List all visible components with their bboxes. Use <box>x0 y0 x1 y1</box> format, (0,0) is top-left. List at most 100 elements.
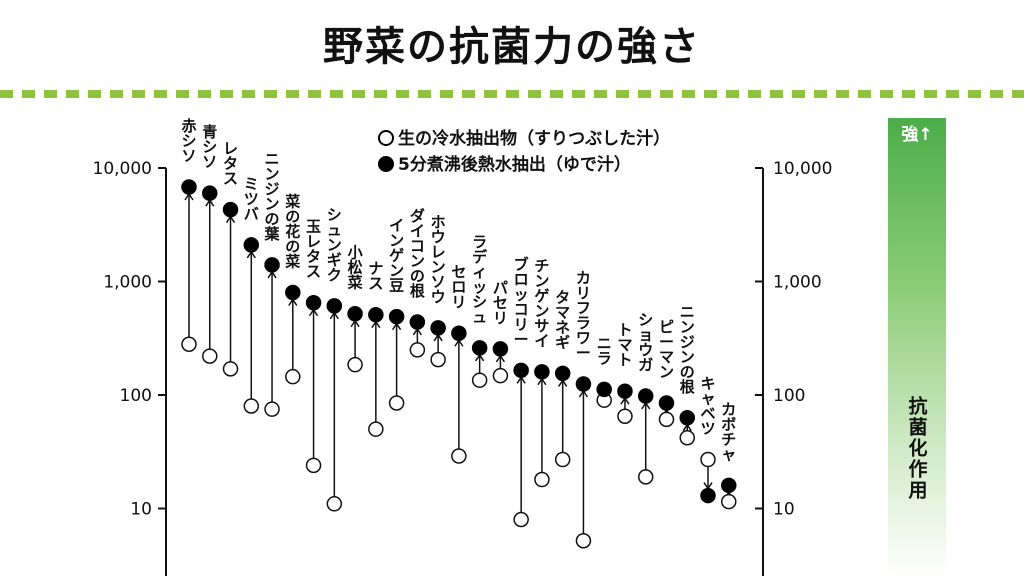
boiled-point <box>347 305 363 322</box>
raw-point <box>368 421 384 437</box>
vegetable-label: カボチャ <box>721 400 736 463</box>
vegetable-item: ダイコンの根 <box>409 207 426 358</box>
raw-point <box>637 469 654 485</box>
raw-point <box>534 471 550 488</box>
vegetable-label: 青シソ <box>202 123 217 171</box>
vegetable-label: カリフラワー <box>576 269 591 362</box>
vegetable-label: タマネギ <box>555 288 570 351</box>
page-title: 野菜の抗菌力の強さ <box>323 24 701 70</box>
vegetable-item: ニンジンの根 <box>679 303 695 446</box>
vegetable-item: ピーマン <box>658 318 675 428</box>
vegetable-item: ラディッシュ <box>471 233 488 388</box>
boiled-point <box>534 364 550 380</box>
vegetable-item: 玉レタス <box>305 218 322 474</box>
boiled-point <box>388 308 405 325</box>
vegetable-item: セロリ <box>451 263 467 464</box>
right-tick-label: 1,000 <box>773 273 822 293</box>
boiled-point <box>305 294 322 311</box>
vegetable-label: ピーマン <box>659 318 674 381</box>
vegetable-label: ナス <box>368 260 383 293</box>
boiled-point <box>471 340 488 356</box>
boiled-point <box>679 410 695 426</box>
vegetable-label: ニラ <box>597 334 612 367</box>
vegetable-label: 赤シソ <box>181 117 196 165</box>
vegetable-label: パセリ <box>493 279 508 327</box>
vegetable-item: インゲン豆 <box>388 217 405 411</box>
vegetable-item: ナス <box>368 260 384 437</box>
boiled-point <box>700 487 716 504</box>
vegetable-label: シュンギク <box>327 206 342 284</box>
vegetable-item: パセリ <box>492 279 509 384</box>
vegetable-item: ニンジンの葉 <box>264 150 281 417</box>
vegetable-label: ニンジンの葉 <box>264 150 281 243</box>
vegetable-item: 青シソ <box>202 123 218 364</box>
boiled-point <box>243 237 260 253</box>
bar-top-label: 強↑ <box>901 125 933 145</box>
boiled-point <box>222 201 239 218</box>
vegetable-item: ショウガ <box>637 311 654 485</box>
vegetable-label: チンゲンサイ <box>534 257 549 350</box>
vegetable-item: シュンギク <box>326 206 343 512</box>
raw-point <box>575 532 592 549</box>
filled-circle-icon <box>378 156 394 172</box>
legend-item-raw: 生の冷水抽出物（すりつぶした汁） <box>378 124 670 149</box>
left-tick-label: 100 <box>120 386 152 406</box>
vegetable-item: カリフラワー <box>575 269 592 549</box>
vegetable-item: 赤シソ <box>181 117 197 352</box>
vegetable-label: レタス <box>223 140 238 188</box>
right-tick-label: 100 <box>773 386 805 406</box>
vegetable-label: ブロッコリー <box>514 255 529 348</box>
raw-point <box>305 457 322 474</box>
vegetable-label: ミツバ <box>244 175 259 223</box>
raw-point <box>181 336 197 352</box>
boiled-point <box>658 395 675 411</box>
raw-point <box>554 451 571 468</box>
legend-item-boiled: 5分煮沸後熱水抽出（ゆで汁） <box>378 150 631 175</box>
boiled-point <box>596 381 612 398</box>
raw-point <box>617 408 633 424</box>
vegetable-item: ミツバ <box>243 175 260 414</box>
raw-point <box>471 372 488 388</box>
legend-label-boiled: 5分煮沸後熱水抽出（ゆで汁） <box>398 155 631 175</box>
boiled-point <box>451 325 467 341</box>
vegetable-label: ホウレンソウ <box>431 213 446 306</box>
raw-point <box>264 401 280 417</box>
vegetable-item: ホウレンソウ <box>430 213 446 368</box>
raw-point <box>513 511 529 528</box>
boiled-point <box>554 365 571 382</box>
left-tick-label: 10,000 <box>93 159 152 179</box>
raw-point <box>409 342 426 358</box>
vegetable-item: チンゲンサイ <box>534 257 550 488</box>
vegetable-label: 玉レタス <box>306 218 321 281</box>
vegetable-label: セロリ <box>451 263 466 311</box>
raw-point <box>430 351 446 368</box>
boiled-point <box>617 383 633 399</box>
raw-point <box>700 451 716 468</box>
vegetable-item: カボチャ <box>721 400 737 510</box>
boiled-point <box>202 185 218 201</box>
vegetable-item: タマネギ <box>554 288 571 468</box>
vegetable-label: インゲン豆 <box>389 217 404 295</box>
vegetable-item: レタス <box>222 140 239 377</box>
boiled-point <box>575 376 592 392</box>
vegetable-label: ショウガ <box>638 311 653 374</box>
strength-bar: 強↑ 抗菌化作用 <box>888 118 946 576</box>
boiled-point <box>264 257 280 273</box>
boiled-point <box>368 306 384 323</box>
vegetable-label: ダイコンの根 <box>410 207 425 300</box>
vegetable-item: ニラ <box>596 334 612 408</box>
vegetable-label: 菜の花の菜 <box>284 192 300 270</box>
bar-label: 抗菌化作用 <box>905 396 928 501</box>
vegetable-label: トマト <box>617 321 632 369</box>
boiled-point <box>409 314 426 330</box>
boiled-point <box>285 284 301 301</box>
vegetable-label: ラディッシュ <box>472 233 488 326</box>
raw-point <box>285 368 301 385</box>
raw-point <box>326 496 343 512</box>
raw-point <box>451 448 467 464</box>
vegetable-label: 小松菜 <box>347 244 363 292</box>
raw-point <box>347 356 363 373</box>
dashed-divider <box>0 90 1024 98</box>
